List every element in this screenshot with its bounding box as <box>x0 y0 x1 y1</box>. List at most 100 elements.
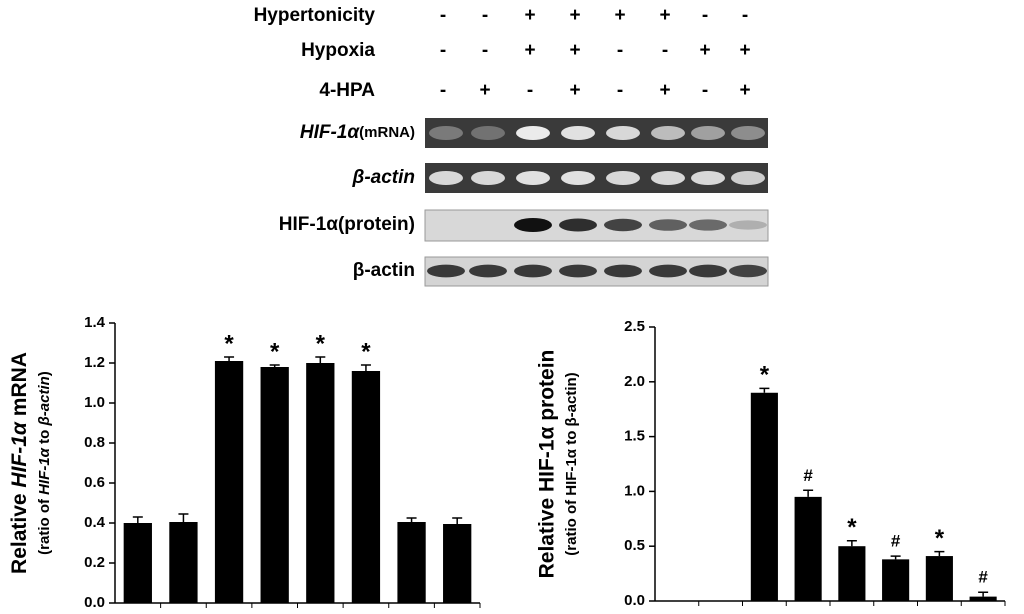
condition-sign: + <box>524 5 535 26</box>
y-axis-label: (ratio of HIF-1α to β-actin) <box>36 371 53 555</box>
gel-band <box>516 171 550 185</box>
condition-sign: - <box>742 5 748 26</box>
western-band <box>427 264 465 278</box>
y-tick-label: 0.6 <box>84 474 105 491</box>
blot-label-text: HIF-1α(protein) <box>279 214 415 235</box>
western-band <box>559 264 597 278</box>
gel-band <box>651 171 685 185</box>
error-bar <box>759 387 770 393</box>
condition-sign: + <box>524 40 535 61</box>
condition-sign: - <box>440 5 446 26</box>
gel-band <box>429 171 463 185</box>
y-tick-label: 0.5 <box>624 537 645 554</box>
western-band <box>689 219 727 231</box>
condition-sign: - <box>527 80 533 101</box>
significance-mark: * <box>760 362 770 389</box>
gel-band <box>731 171 765 185</box>
western-band <box>689 264 727 278</box>
y-tick-label: 1.5 <box>624 428 645 445</box>
condition-sign: - <box>662 40 668 61</box>
bar <box>169 522 198 603</box>
error-bar <box>132 516 143 523</box>
gel-band <box>429 126 463 140</box>
bar <box>882 559 910 601</box>
bar <box>397 522 426 603</box>
error-bar <box>224 356 235 361</box>
western-band <box>604 264 642 278</box>
error-bar <box>315 356 326 363</box>
gel-band <box>651 126 685 140</box>
y-axis-label-part: to <box>36 426 53 449</box>
significance-mark: * <box>847 514 857 541</box>
y-tick-label: 1.2 <box>84 354 105 371</box>
y-axis-label: Relative HIF-1α protein <box>536 350 559 579</box>
blot-label: HIF-1α(mRNA) <box>300 122 415 143</box>
condition-label: 4-HPA <box>319 80 375 101</box>
condition-label: Hypertonicity <box>254 5 376 26</box>
y-tick-label: 1.0 <box>624 482 645 499</box>
western-band <box>729 220 767 230</box>
gel-band <box>561 126 595 140</box>
condition-sign: + <box>479 80 490 101</box>
condition-sign: + <box>739 40 750 61</box>
gel-band <box>561 171 595 185</box>
y-axis-label-part: mRNA <box>8 352 31 422</box>
blot-label: HIF-1α(protein) <box>279 214 415 235</box>
significance-mark: * <box>316 330 326 357</box>
condition-sign: + <box>569 80 580 101</box>
y-axis-label-part: ) <box>36 371 53 376</box>
y-axis-label-part: HIF-1α <box>36 447 53 495</box>
error-bar <box>360 364 371 371</box>
bar <box>443 524 472 603</box>
gel-band <box>516 126 550 140</box>
western-band <box>514 218 552 232</box>
condition-sign: - <box>482 40 488 61</box>
western-band <box>649 264 687 278</box>
y-tick-label: 2.0 <box>624 373 645 390</box>
gel-band <box>731 126 765 140</box>
gel-band <box>471 171 505 185</box>
y-tick-label: 0.8 <box>84 434 105 451</box>
y-axis-label: Relative HIF-1α mRNA <box>8 352 31 574</box>
error-bar <box>178 513 189 522</box>
bar <box>214 361 244 603</box>
condition-sign: + <box>569 40 580 61</box>
y-tick-label: 1.0 <box>84 394 105 411</box>
western-band <box>729 264 767 278</box>
western-band <box>469 264 507 278</box>
condition-sign: + <box>739 80 750 101</box>
condition-sign: - <box>617 80 623 101</box>
y-tick-label: 0.4 <box>84 514 106 531</box>
gel-band <box>691 171 725 185</box>
significance-mark: # <box>803 466 813 485</box>
condition-sign: + <box>569 5 580 26</box>
blot-label-note: (mRNA) <box>359 124 415 141</box>
condition-sign: - <box>702 80 708 101</box>
error-bar <box>269 364 280 367</box>
y-axis-label-part: β-actin <box>36 376 53 426</box>
condition-sign: - <box>440 80 446 101</box>
error-bar <box>934 550 945 557</box>
bar <box>925 556 953 601</box>
western-band <box>559 218 597 232</box>
bar <box>838 546 866 601</box>
error-bar <box>803 489 814 497</box>
condition-sign: - <box>617 40 623 61</box>
y-tick-label: 1.4 <box>84 314 106 331</box>
condition-sign: + <box>699 40 710 61</box>
y-tick-label: 0.2 <box>84 554 105 571</box>
y-tick-label: 0.0 <box>84 594 105 611</box>
western-band <box>604 218 642 232</box>
significance-mark: # <box>978 568 988 587</box>
condition-sign: - <box>440 40 446 61</box>
significance-mark: * <box>935 525 945 552</box>
bar <box>260 367 289 603</box>
significance-mark: # <box>891 532 901 551</box>
bar <box>794 496 822 601</box>
significance-mark: * <box>270 338 280 365</box>
gel-band <box>606 126 640 140</box>
error-bar <box>978 591 989 597</box>
condition-sign: + <box>614 5 625 26</box>
blot-label: β-actin <box>352 167 415 188</box>
